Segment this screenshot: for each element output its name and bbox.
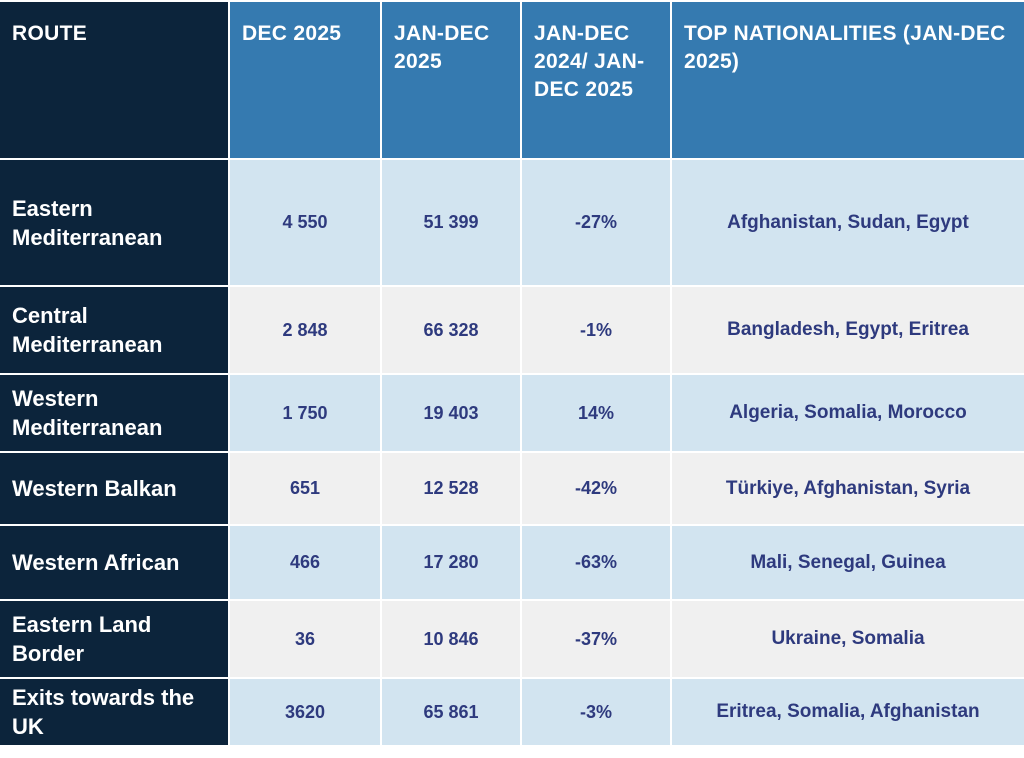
- header-dec-2025: DEC 2025: [230, 2, 380, 158]
- jandec-value: 10 846: [382, 601, 520, 677]
- nationalities-value: Mali, Senegal, Guinea: [672, 526, 1024, 599]
- nationalities-value: Ukraine, Somalia: [672, 601, 1024, 677]
- dec-value: 3620: [230, 679, 380, 745]
- nationalities-value: Türkiye, Afghanistan, Syria: [672, 453, 1024, 524]
- change-value: -42%: [522, 453, 670, 524]
- change-value: -37%: [522, 601, 670, 677]
- nationalities-value: Bangladesh, Egypt, Eritrea: [672, 287, 1024, 373]
- route-name: Central Mediterranean: [0, 287, 228, 373]
- dec-value: 4 550: [230, 160, 380, 285]
- route-name: Exits towards the UK: [0, 679, 228, 745]
- jandec-value: 19 403: [382, 375, 520, 451]
- route-name: Western Mediterranean: [0, 375, 228, 451]
- jandec-value: 12 528: [382, 453, 520, 524]
- change-value: 14%: [522, 375, 670, 451]
- dec-value: 1 750: [230, 375, 380, 451]
- route-name: Western Balkan: [0, 453, 228, 524]
- change-value: -3%: [522, 679, 670, 745]
- route-name: Western African: [0, 526, 228, 599]
- nationalities-value: Eritrea, Somalia, Afghanistan: [672, 679, 1024, 745]
- header-yoy-change: JAN-DEC 2024/ JAN-DEC 2025: [522, 2, 670, 158]
- dec-value: 466: [230, 526, 380, 599]
- change-value: -63%: [522, 526, 670, 599]
- change-value: -27%: [522, 160, 670, 285]
- header-top-nationalities: TOP NATIONALITIES (JAN-DEC 2025): [672, 2, 1024, 158]
- change-value: -1%: [522, 287, 670, 373]
- dec-value: 36: [230, 601, 380, 677]
- dec-value: 2 848: [230, 287, 380, 373]
- nationalities-value: Algeria, Somalia, Morocco: [672, 375, 1024, 451]
- jandec-value: 65 861: [382, 679, 520, 745]
- jandec-value: 17 280: [382, 526, 520, 599]
- header-jan-dec-2025: JAN-DEC 2025: [382, 2, 520, 158]
- header-route: ROUTE: [0, 2, 228, 158]
- nationalities-value: Afghanistan, Sudan, Egypt: [672, 160, 1024, 285]
- jandec-value: 51 399: [382, 160, 520, 285]
- route-name: Eastern Land Border: [0, 601, 228, 677]
- dec-value: 651: [230, 453, 380, 524]
- jandec-value: 66 328: [382, 287, 520, 373]
- route-name: Eastern Mediterranean: [0, 160, 228, 285]
